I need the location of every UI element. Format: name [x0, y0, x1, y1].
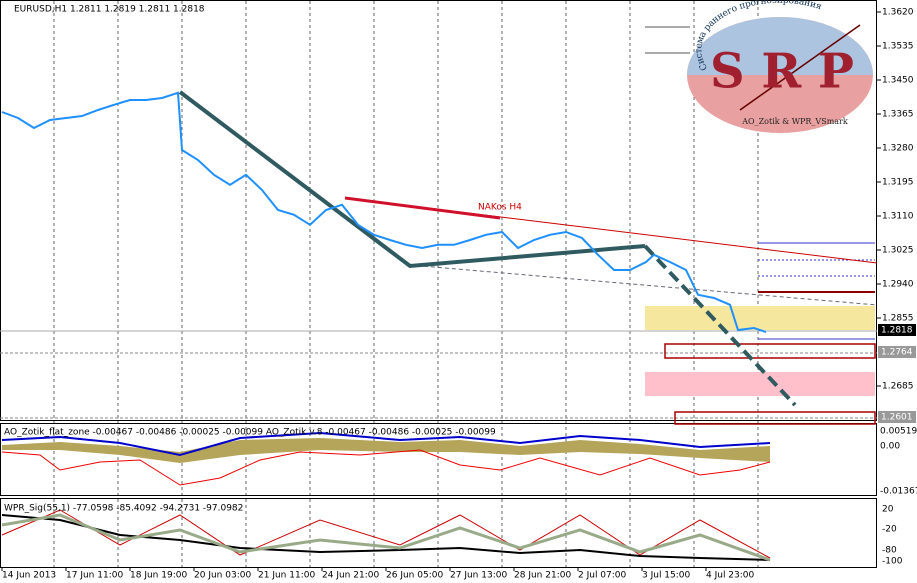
price-label: 1.2818: [881, 326, 913, 336]
price-tag: [878, 324, 916, 336]
x-tick-label: 17 Jun 11:00: [66, 571, 123, 581]
x-tick-label: 24 Jun 21:00: [322, 571, 379, 581]
logo: [687, 17, 873, 75]
indicator-tick: 0.00: [880, 442, 900, 452]
price-plot: [1, 91, 767, 333]
indicator-line: [1, 514, 771, 561]
x-tick-label: 27 Jun 13:00: [450, 571, 507, 581]
price-tag: [878, 411, 916, 423]
x-tick-label: 4 Jul 23:00: [706, 571, 755, 581]
logo-credit: AO_Zotik & WPR_VSmark: [741, 117, 848, 126]
annotation: NAKos H4: [478, 203, 522, 213]
price-tag: [878, 346, 916, 358]
indicator-line: [1, 431, 771, 457]
x-tick-label: 28 Jun 21:00: [514, 571, 571, 581]
y-tick-label: 1.3535: [882, 42, 914, 52]
trend-line: [409, 264, 878, 306]
indicator-tick: -0.01367: [880, 487, 917, 497]
chart-title: EURUSD,H1 1.2811 1.2819 1.2811 1.2818: [14, 5, 205, 15]
indicator-frame: [0, 423, 877, 496]
y-tick-label: 1.2940: [882, 280, 914, 290]
zone: [645, 306, 875, 330]
indicator-tick: -100: [882, 557, 903, 567]
price-line: [1, 91, 767, 333]
x-tick-label: 18 Jun 19:00: [130, 571, 187, 581]
indicator-tick: 20: [882, 505, 894, 515]
x-tick-label: 3 Jul 15:00: [642, 571, 691, 581]
zone: [645, 372, 875, 396]
price-label: 1.2764: [881, 348, 913, 358]
box: [664, 343, 876, 359]
wave-line: [643, 244, 797, 407]
indicator-area: [2, 438, 770, 463]
box: [674, 411, 876, 425]
x-tick-label: 21 Jun 11:00: [258, 571, 315, 581]
y-tick-label: 1.3365: [882, 110, 914, 120]
indicator-line: [1, 449, 771, 486]
y-tick-label: 1.2855: [882, 314, 914, 324]
y-tick-label: 1.3110: [882, 212, 914, 222]
trend-line: [344, 196, 501, 220]
logo-arrow: [739, 24, 861, 111]
indicator-tick: -20: [882, 525, 897, 535]
logo-letters: S R P: [710, 44, 854, 100]
indicator-tick: 0.00519: [880, 427, 917, 437]
indicator-label: AO_Zotik_flat_zone -0.00467 -0.00486 -0.…: [4, 428, 496, 438]
wave-line: [178, 90, 646, 269]
y-tick-label: 1.3620: [882, 8, 914, 18]
y-tick-label: 1.3450: [882, 76, 914, 86]
y-tick-label: 1.3025: [882, 246, 914, 256]
x-tick-label: 2 Jul 07:00: [578, 571, 627, 581]
x-tick-label: 14 Jun 2013: [2, 571, 56, 581]
axis-bg: [878, 0, 917, 583]
indicator-line: [1, 513, 771, 562]
indicator-frame: [0, 498, 877, 568]
y-tick-label: 1.3195: [882, 178, 914, 188]
indicator-label: WPR_Sig(55,1) -77.0598 -85.4092 -94.2731…: [4, 504, 243, 514]
price-label: 1.2601: [881, 413, 913, 423]
main-frame: [0, 0, 877, 421]
y-tick-label: 1.2685: [882, 382, 914, 392]
indicator-tick: -80: [882, 546, 897, 556]
x-tick-label: 26 Jun 05:00: [386, 571, 443, 581]
y-tick-label: 1.3280: [882, 144, 914, 154]
x-tick-label: 20 Jun 03:00: [194, 571, 251, 581]
